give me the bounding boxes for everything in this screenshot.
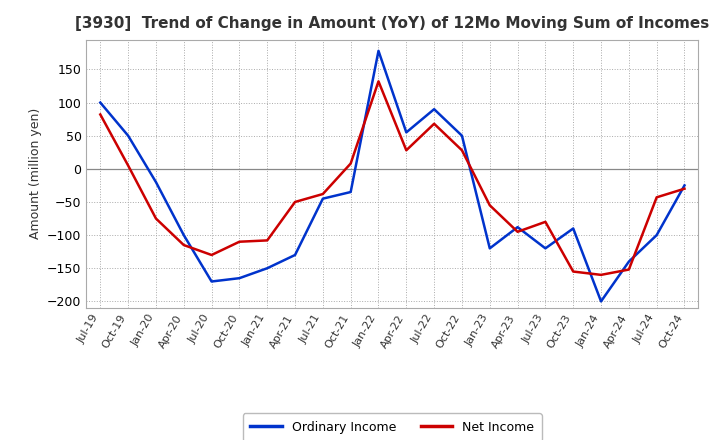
Ordinary Income [346, 189, 355, 194]
Net Income [652, 194, 661, 200]
Ordinary Income [318, 196, 327, 201]
Ordinary Income [597, 299, 606, 304]
Line: Ordinary Income: Ordinary Income [100, 51, 685, 301]
Ordinary Income [96, 100, 104, 105]
Net Income [402, 148, 410, 153]
Ordinary Income [235, 275, 243, 281]
Ordinary Income [652, 232, 661, 238]
Net Income [541, 219, 550, 224]
Ordinary Income [374, 48, 383, 54]
Ordinary Income [430, 106, 438, 112]
Ordinary Income [485, 246, 494, 251]
Ordinary Income [624, 259, 633, 264]
Net Income [374, 79, 383, 84]
Net Income [96, 112, 104, 117]
Legend: Ordinary Income, Net Income: Ordinary Income, Net Income [243, 413, 542, 440]
Line: Net Income: Net Income [100, 81, 685, 275]
Ordinary Income [263, 266, 271, 271]
Net Income [124, 163, 132, 168]
Ordinary Income [680, 183, 689, 188]
Ordinary Income [541, 246, 550, 251]
Net Income [179, 242, 188, 248]
Net Income [485, 203, 494, 208]
Ordinary Income [291, 253, 300, 258]
Net Income [624, 267, 633, 272]
Ordinary Income [152, 180, 161, 185]
Net Income [263, 238, 271, 243]
Net Income [458, 148, 467, 153]
Net Income [318, 191, 327, 197]
Ordinary Income [124, 133, 132, 138]
Ordinary Income [402, 130, 410, 135]
Net Income [152, 216, 161, 221]
Ordinary Income [569, 226, 577, 231]
Net Income [235, 239, 243, 244]
Net Income [291, 199, 300, 205]
Ordinary Income [179, 232, 188, 238]
Net Income [346, 161, 355, 166]
Title: [3930]  Trend of Change in Amount (YoY) of 12Mo Moving Sum of Incomes: [3930] Trend of Change in Amount (YoY) o… [76, 16, 709, 32]
Net Income [430, 121, 438, 126]
Ordinary Income [458, 133, 467, 138]
Net Income [569, 269, 577, 274]
Ordinary Income [207, 279, 216, 284]
Net Income [207, 253, 216, 258]
Y-axis label: Amount (million yen): Amount (million yen) [29, 108, 42, 239]
Net Income [680, 186, 689, 191]
Ordinary Income [513, 224, 522, 230]
Net Income [597, 272, 606, 278]
Net Income [513, 229, 522, 235]
